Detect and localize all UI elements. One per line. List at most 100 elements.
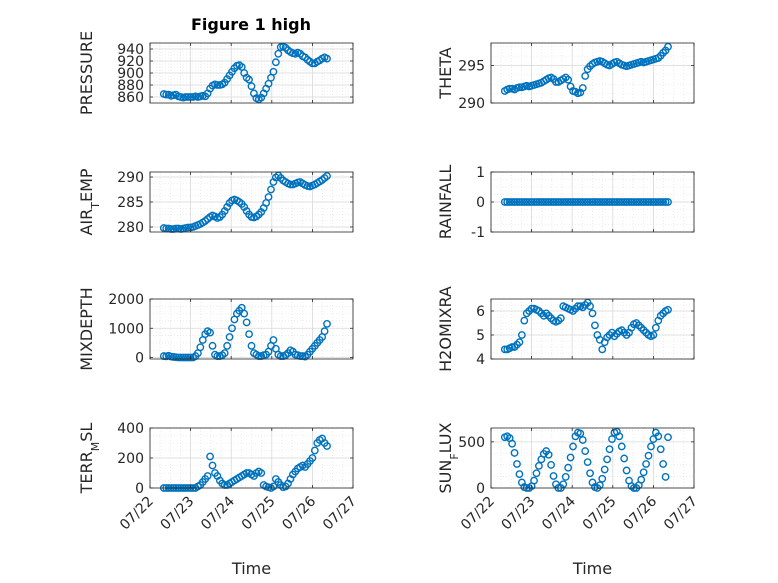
y-tick-label: 920 <box>117 54 144 70</box>
data-point <box>654 198 663 206</box>
data-point <box>595 198 604 206</box>
data-point <box>639 198 648 206</box>
y-tick-label: 0 <box>135 351 144 367</box>
data-point <box>527 304 536 313</box>
data-point <box>513 198 521 206</box>
y-axis-label: AIRTEMP <box>77 168 102 235</box>
data-point <box>240 309 249 318</box>
axes-box <box>149 298 354 360</box>
data-point <box>573 302 582 311</box>
data-point <box>661 198 670 206</box>
data-point <box>634 198 643 206</box>
y-tick-label: 880 <box>117 78 144 94</box>
data-point <box>535 198 543 206</box>
data-point <box>598 345 607 354</box>
data-point <box>593 198 602 206</box>
data-point <box>644 451 653 460</box>
data-point <box>517 198 526 206</box>
data-point <box>208 341 217 350</box>
subplot-rainfall: -1 0 1 RAINFALL <box>436 165 695 241</box>
y-axis-label: MIXDEPTH <box>77 287 96 370</box>
data-point <box>184 353 193 362</box>
data-point <box>656 198 665 206</box>
data-point <box>664 305 672 314</box>
axes-box <box>490 427 695 489</box>
data-point <box>569 198 577 206</box>
data-point <box>323 172 331 180</box>
data-point <box>179 353 188 362</box>
data-point <box>535 461 543 470</box>
data-point <box>559 480 568 489</box>
data-point <box>508 198 517 206</box>
data-point <box>586 469 594 478</box>
data-point <box>586 302 594 311</box>
data-point <box>664 433 672 442</box>
data-point <box>242 469 251 477</box>
data-point <box>566 453 575 462</box>
data-point <box>242 318 251 327</box>
data-point <box>637 198 646 206</box>
data-point <box>500 198 509 206</box>
data-point <box>308 454 317 462</box>
data-point <box>532 469 541 478</box>
series-sun_flux <box>500 427 672 492</box>
y-axis-label: SUNFLUX <box>436 422 461 493</box>
data-point <box>245 330 253 339</box>
x-axis-label: Time <box>231 559 271 578</box>
data-point <box>556 198 565 206</box>
data-point <box>651 323 660 332</box>
data-point <box>603 198 612 206</box>
data-point <box>600 198 609 206</box>
data-point <box>505 84 514 93</box>
data-point <box>591 321 599 330</box>
data-point <box>539 198 548 206</box>
data-point <box>603 455 612 464</box>
data-point <box>269 67 278 76</box>
data-point <box>632 198 641 206</box>
data-point <box>637 475 646 484</box>
axes-box <box>490 298 695 360</box>
y-tick-label: 6 <box>476 304 485 320</box>
series-h2omixra <box>500 298 672 354</box>
data-point <box>269 482 278 491</box>
series-theta <box>500 42 672 98</box>
data-point <box>552 198 560 206</box>
data-point <box>162 90 171 99</box>
data-point <box>566 198 575 206</box>
data-point <box>520 316 529 325</box>
data-point <box>664 198 672 206</box>
y-tick-label: 4 <box>476 352 485 368</box>
data-point <box>598 198 607 206</box>
data-point <box>547 198 555 206</box>
data-point <box>600 465 609 474</box>
data-point <box>503 198 512 206</box>
data-point <box>547 461 555 469</box>
data-point <box>576 198 585 206</box>
y-tick-label: 290 <box>458 96 485 112</box>
y-tick-label: -1 <box>471 225 485 241</box>
y-tick-label: 940 <box>117 42 144 58</box>
data-point <box>573 198 582 206</box>
data-point <box>196 343 205 352</box>
data-point <box>520 198 529 206</box>
data-point <box>627 198 636 206</box>
data-point <box>500 345 509 354</box>
data-point <box>622 198 631 206</box>
data-point <box>220 349 229 358</box>
data-point <box>542 198 551 206</box>
data-point <box>656 445 665 454</box>
data-point <box>576 429 585 438</box>
data-point <box>647 198 655 206</box>
y-tick-label: 500 <box>458 435 485 451</box>
data-point <box>591 198 599 206</box>
data-point <box>310 446 319 455</box>
data-point <box>174 353 183 362</box>
axes-box <box>490 42 695 104</box>
data-point <box>184 223 193 232</box>
data-point <box>286 180 295 189</box>
data-point <box>532 198 541 206</box>
data-point <box>571 198 580 206</box>
data-point <box>515 198 524 206</box>
